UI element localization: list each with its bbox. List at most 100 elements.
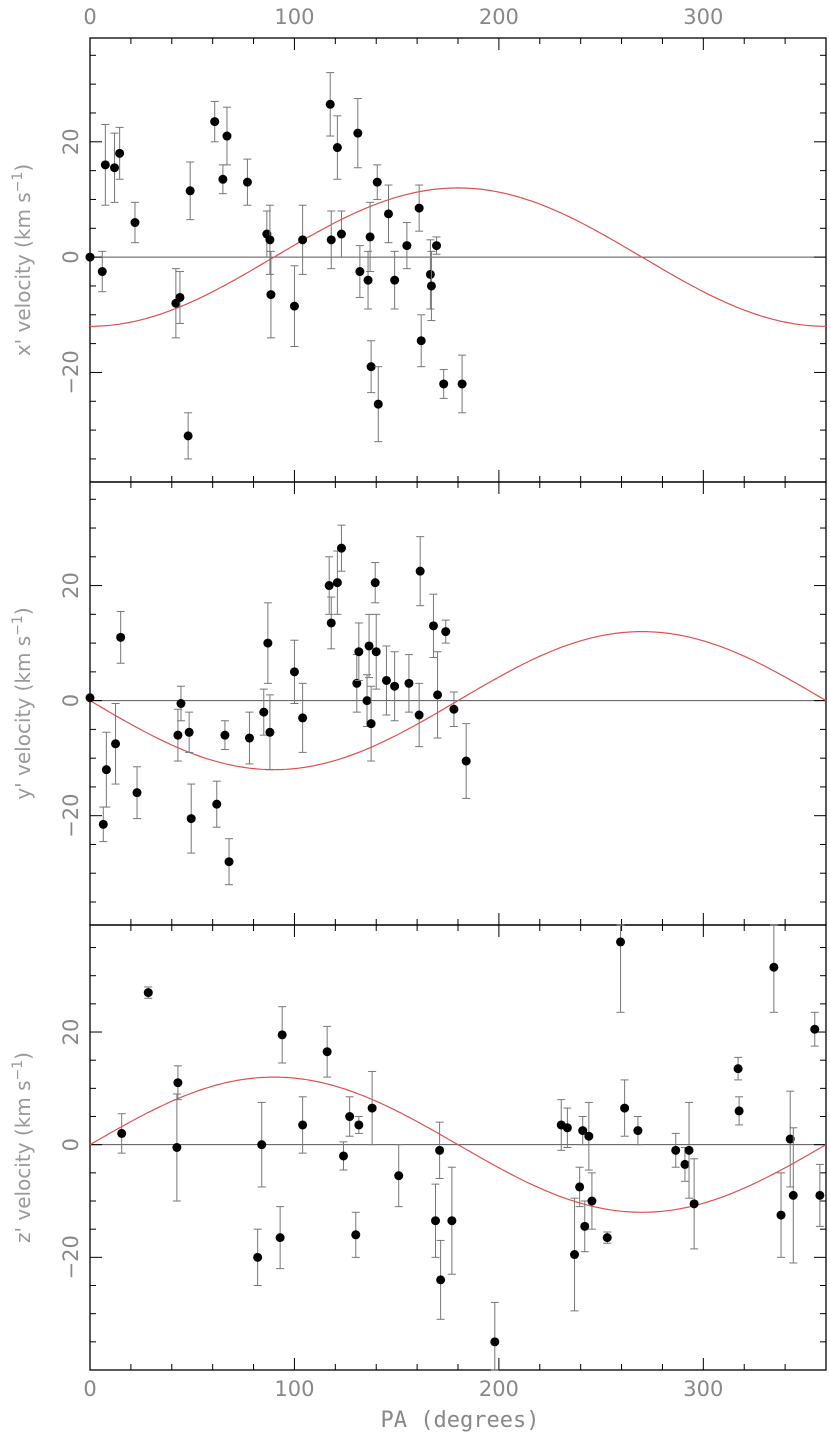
data-point	[366, 719, 376, 729]
data-point	[354, 647, 364, 657]
data-point	[587, 1196, 597, 1206]
y-tick-label: 0	[59, 1138, 83, 1151]
data-point	[85, 693, 95, 703]
data-point	[355, 267, 365, 277]
data-point	[115, 148, 125, 158]
data-point	[584, 1131, 594, 1141]
data-point	[97, 267, 107, 277]
y-axis-label-y: y' velocity (km s−1)	[10, 607, 35, 799]
data-point	[439, 379, 449, 389]
bottom-x-tick-label: 100	[274, 1377, 314, 1401]
data-point	[373, 399, 383, 409]
data-point	[447, 1216, 457, 1226]
y-axis-label-x: x' velocity (km s−1)	[10, 164, 35, 356]
top-x-tick-labels: 0 100 200 300	[83, 5, 723, 29]
data-point	[390, 275, 400, 285]
data-point	[689, 1199, 699, 1209]
data-point	[416, 336, 426, 346]
y-tick-label: −20	[59, 350, 83, 394]
bottom-x-tick-label: 0	[83, 1377, 96, 1401]
y-tick-label: 20	[59, 1019, 83, 1046]
data-point	[415, 566, 425, 576]
y-tick-label: 20	[59, 128, 83, 155]
data-point	[172, 1143, 182, 1152]
data-point	[173, 730, 183, 740]
data-point	[616, 937, 626, 947]
data-point	[220, 730, 230, 740]
data-point	[788, 1190, 798, 1200]
data-point	[325, 99, 335, 109]
data-point	[259, 707, 269, 717]
data-point	[776, 1210, 786, 1220]
data-point	[289, 667, 299, 677]
top-x-tick-label: 300	[683, 5, 723, 29]
data-point	[289, 301, 299, 311]
data-point	[370, 578, 380, 588]
data-point	[185, 186, 195, 196]
data-point	[184, 727, 194, 737]
data-point	[381, 675, 391, 685]
data-point	[298, 1120, 308, 1130]
data-point	[336, 543, 346, 553]
data-point	[414, 710, 424, 720]
data-point	[365, 232, 375, 242]
data-point	[186, 814, 196, 824]
data-point	[116, 632, 126, 642]
data-point	[277, 1030, 287, 1040]
top-x-tick-label: 0	[83, 5, 96, 29]
data-point	[212, 799, 222, 809]
data-point	[263, 638, 273, 648]
data-point	[402, 241, 412, 251]
data-point	[684, 1145, 694, 1155]
data-point	[436, 1275, 446, 1285]
data-point	[332, 578, 342, 588]
y-tick-label: 0	[59, 250, 83, 263]
data-point	[224, 857, 234, 867]
data-point	[426, 281, 436, 291]
data-point	[324, 581, 334, 591]
data-point	[362, 696, 372, 706]
data-point	[815, 1190, 825, 1200]
data-point	[578, 1126, 588, 1136]
data-point	[461, 756, 471, 766]
data-point	[734, 1106, 744, 1116]
data-point	[111, 739, 121, 749]
y-tick-label: −20	[59, 794, 83, 838]
data-point	[326, 235, 336, 245]
bottom-x-tick-label: 200	[479, 1377, 519, 1401]
data-point	[242, 177, 252, 187]
model-curve	[89, 1076, 827, 1213]
data-point	[633, 1126, 643, 1136]
data-point	[265, 727, 275, 737]
y-axis-label-z: z' velocity (km s−1)	[10, 1052, 35, 1243]
data-point	[298, 713, 308, 723]
data-point	[428, 621, 438, 631]
data-point	[580, 1221, 590, 1231]
data-point	[785, 1134, 795, 1144]
data-point	[769, 962, 779, 972]
data-point	[275, 1233, 285, 1243]
y-tick-label: 0	[59, 694, 83, 707]
panel-y: −20 0 20 y' velocity (km s−1)	[10, 481, 827, 926]
data-point	[210, 117, 220, 127]
top-x-tick-label: 100	[274, 5, 314, 29]
bottom-x-tick-labels: 0 100 200 300	[83, 1377, 723, 1401]
data-point	[367, 1103, 377, 1113]
data-point	[353, 128, 363, 138]
data-point	[435, 1145, 445, 1155]
panels-group: −20 0 20 x' velocity (km s−1) −20 0 20 y' veloc…	[10, 37, 827, 1371]
data-point	[394, 1171, 404, 1181]
panel-x: −20 0 20 x' velocity (km s−1)	[10, 37, 827, 483]
data-point	[372, 177, 382, 187]
data-point	[490, 1337, 500, 1347]
data-point	[332, 143, 342, 153]
data-point	[257, 1140, 267, 1150]
data-point	[414, 203, 424, 213]
panel-z: −20 0 20 z' velocity (km s−1)	[10, 924, 827, 1371]
data-point	[117, 1128, 127, 1138]
data-point	[222, 131, 232, 141]
data-point	[390, 681, 400, 691]
panel-frame	[89, 924, 827, 1371]
data-point	[265, 235, 275, 245]
